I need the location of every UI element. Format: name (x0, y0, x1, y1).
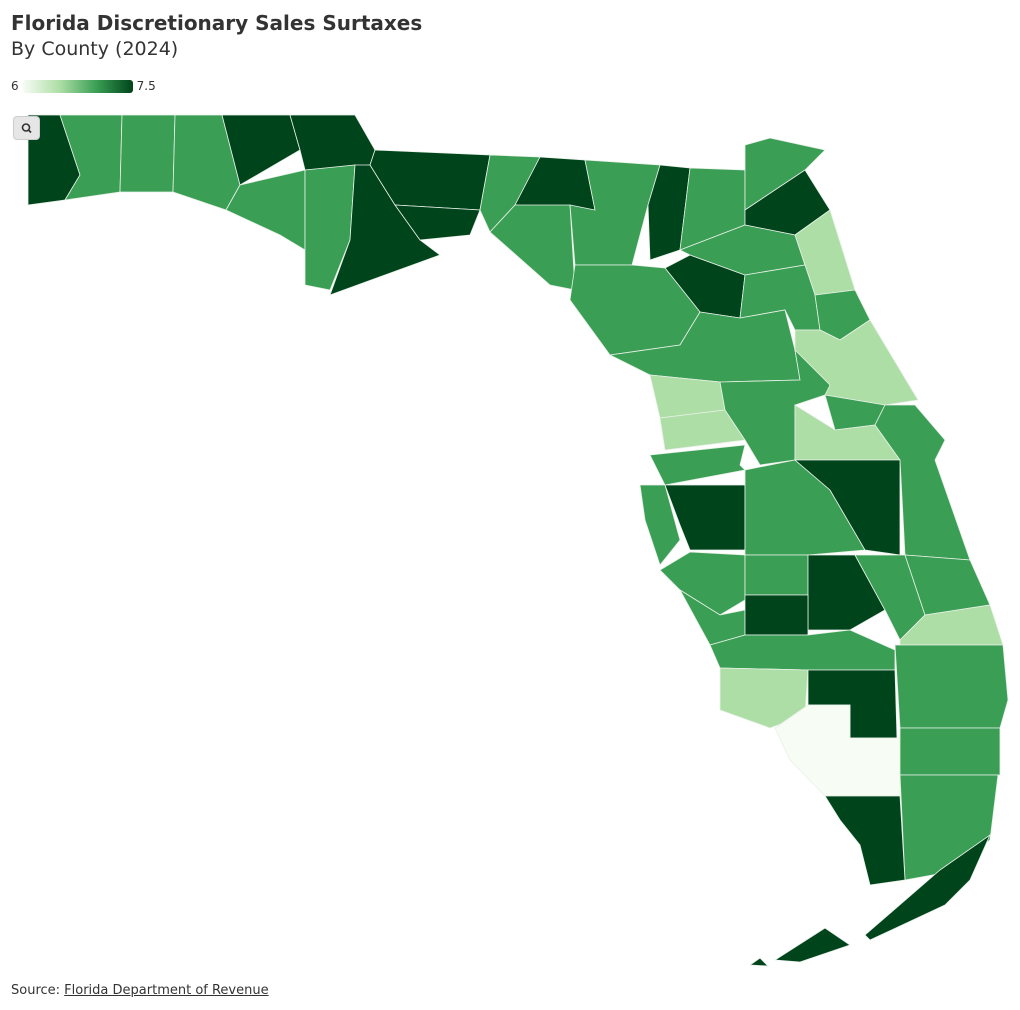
county[interactable] (864, 833, 991, 941)
county[interactable] (664, 484, 746, 551)
legend: 6 7.5 (11, 79, 156, 93)
search-icon (21, 123, 32, 134)
county[interactable] (744, 554, 809, 596)
county[interactable] (824, 795, 906, 886)
county[interactable] (647, 164, 691, 261)
county[interactable] (289, 114, 376, 171)
county[interactable] (744, 594, 809, 636)
county[interactable] (649, 444, 746, 486)
title: Florida Discretionary Sales Surtaxes (11, 11, 423, 35)
county[interactable] (394, 204, 481, 241)
legend-bar (22, 79, 133, 93)
county[interactable] (748, 957, 770, 967)
county[interactable] (894, 644, 1009, 729)
county[interactable] (639, 484, 681, 566)
subtitle: By County (2024) (11, 38, 179, 60)
legend-min: 6 (11, 79, 19, 93)
county[interactable] (744, 137, 826, 211)
county[interactable] (489, 204, 576, 291)
county[interactable] (59, 114, 123, 201)
county[interactable] (793, 459, 901, 556)
search-button[interactable] (13, 116, 40, 140)
source: Source: Florida Department of Revenue (11, 983, 269, 998)
county[interactable] (899, 727, 1001, 776)
legend-max: 7.5 (136, 79, 156, 93)
source-label: Source: (11, 983, 61, 998)
county[interactable] (773, 927, 851, 963)
county[interactable] (119, 114, 176, 193)
source-link[interactable]: Florida Department of Revenue (64, 983, 269, 998)
